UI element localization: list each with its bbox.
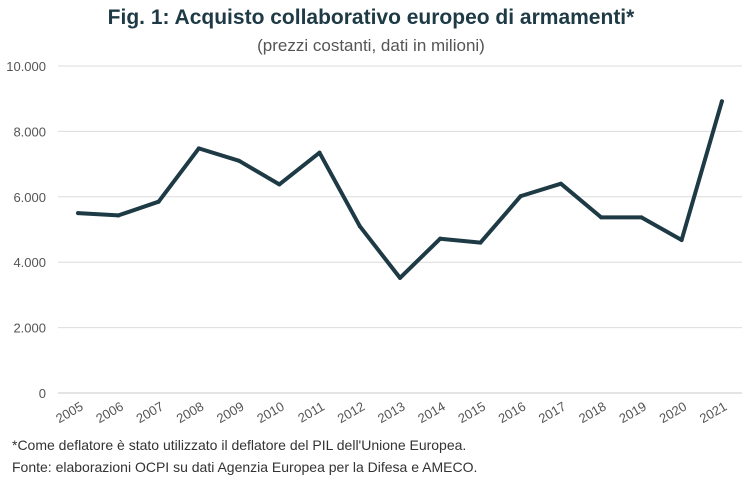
y-tick-label: 10.000 <box>6 59 46 74</box>
y-tick-label: 0 <box>39 386 46 401</box>
data-point <box>156 199 161 204</box>
line-chart: 0 2.000 4.000 6.000 8.000 10.000 2005 2006 2007… <box>6 59 742 426</box>
x-tick-label: 2010 <box>254 399 287 426</box>
x-tick-label: 2021 <box>697 399 730 426</box>
y-tick-label: 4.000 <box>13 255 46 270</box>
x-tick-label: 2014 <box>415 399 448 426</box>
chart-subtitle: (prezzi costanti, dati in milioni) <box>257 36 485 55</box>
y-tick-label: 8.000 <box>13 124 46 139</box>
x-tick-label: 2005 <box>53 399 86 426</box>
data-point <box>558 181 563 186</box>
x-tick-label: 2007 <box>134 399 167 426</box>
y-tick-label: 6.000 <box>13 190 46 205</box>
data-point <box>518 194 523 199</box>
data-point <box>478 240 483 245</box>
x-tick-label: 2006 <box>93 399 126 426</box>
x-tick-label: 2019 <box>616 399 649 426</box>
x-tick-label: 2013 <box>375 399 408 426</box>
x-tick-label: 2020 <box>657 399 690 426</box>
data-point <box>679 237 684 242</box>
x-tick-label: 2018 <box>576 399 609 426</box>
footnote-deflator: *Come deflatore è stato utilizzato il de… <box>12 437 467 453</box>
x-tick-label: 2017 <box>536 399 569 426</box>
data-point <box>639 215 644 220</box>
data-point <box>277 182 282 187</box>
x-tick-label: 2009 <box>214 399 247 426</box>
y-tick-label: 2.000 <box>13 321 46 336</box>
series-line <box>76 99 724 280</box>
data-point <box>398 275 402 280</box>
x-tick-label: 2011 <box>295 399 327 426</box>
data-point <box>76 211 81 216</box>
x-tick-label: 2008 <box>174 399 207 426</box>
data-point <box>719 99 724 104</box>
x-tick-label: 2015 <box>455 399 488 426</box>
footnote-source: Fonte: elaborazioni OCPI su dati Agenzia… <box>12 459 478 475</box>
data-point <box>438 236 443 241</box>
x-tick-label: 2012 <box>335 399 368 426</box>
data-point <box>357 224 362 229</box>
data-point <box>237 158 242 163</box>
data-point <box>599 215 604 220</box>
chart-title: Fig. 1: Acquisto collaborativo europeo d… <box>107 6 635 29</box>
data-point <box>116 213 121 218</box>
data-point <box>317 150 322 155</box>
x-tick-label: 2016 <box>496 399 529 426</box>
data-point <box>196 146 201 151</box>
